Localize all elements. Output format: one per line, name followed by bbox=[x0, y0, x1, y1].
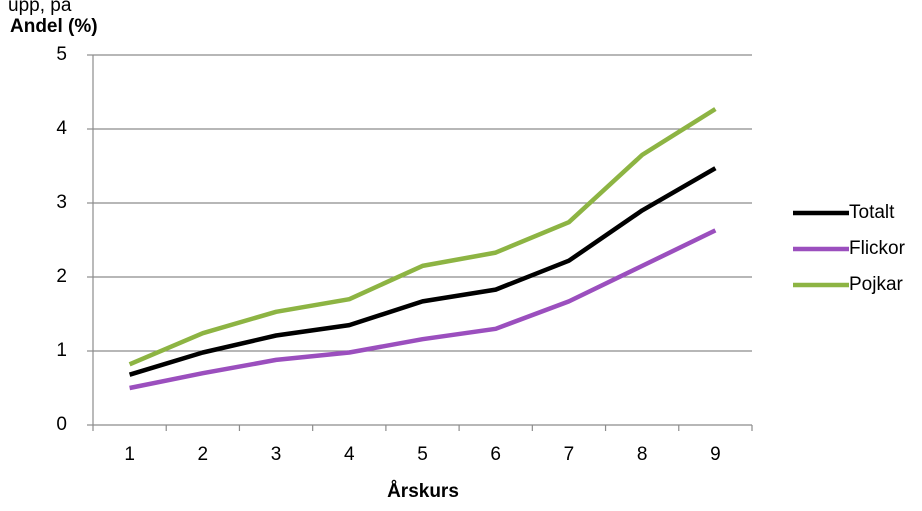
y-tick-label: 4 bbox=[56, 118, 67, 139]
x-tick-label: 1 bbox=[124, 444, 135, 465]
y-tick-label: 1 bbox=[56, 340, 67, 361]
legend-label-pojkar: Pojkar bbox=[849, 274, 904, 295]
x-tick-label: 4 bbox=[344, 444, 355, 465]
y-tick-label: 0 bbox=[56, 414, 67, 435]
series-line-totalt bbox=[128, 166, 717, 377]
legend-label-flickor: Flickor bbox=[849, 238, 906, 259]
axes bbox=[87, 54, 753, 431]
gridlines bbox=[93, 54, 752, 352]
x-axis-title: Årskurs bbox=[387, 481, 459, 502]
y-tick-label: 3 bbox=[56, 192, 67, 213]
series-lines bbox=[128, 107, 717, 391]
x-tick-label: 6 bbox=[490, 444, 501, 465]
series-line-pojkar bbox=[128, 107, 717, 367]
y-tick-labels: 0 1 2 3 4 5 bbox=[56, 44, 67, 435]
cut-off-text: upp, på bbox=[8, 0, 72, 16]
x-tick-label: 5 bbox=[417, 444, 428, 465]
x-tick-label: 7 bbox=[564, 444, 575, 465]
y-axis-title: Andel (%) bbox=[10, 16, 98, 37]
legend-label-totalt: Totalt bbox=[849, 202, 895, 223]
x-tick-label: 3 bbox=[271, 444, 282, 465]
x-tick-label: 8 bbox=[637, 444, 648, 465]
x-tick-label: 9 bbox=[710, 444, 721, 465]
y-tick-label: 5 bbox=[56, 44, 67, 65]
legend: Totalt Flickor Pojkar bbox=[793, 202, 906, 295]
x-tick-label: 2 bbox=[198, 444, 209, 465]
y-tick-label: 2 bbox=[56, 266, 67, 287]
x-tick-labels: 1 2 3 4 5 6 7 8 9 bbox=[124, 444, 720, 465]
series-line-flickor bbox=[129, 228, 717, 391]
